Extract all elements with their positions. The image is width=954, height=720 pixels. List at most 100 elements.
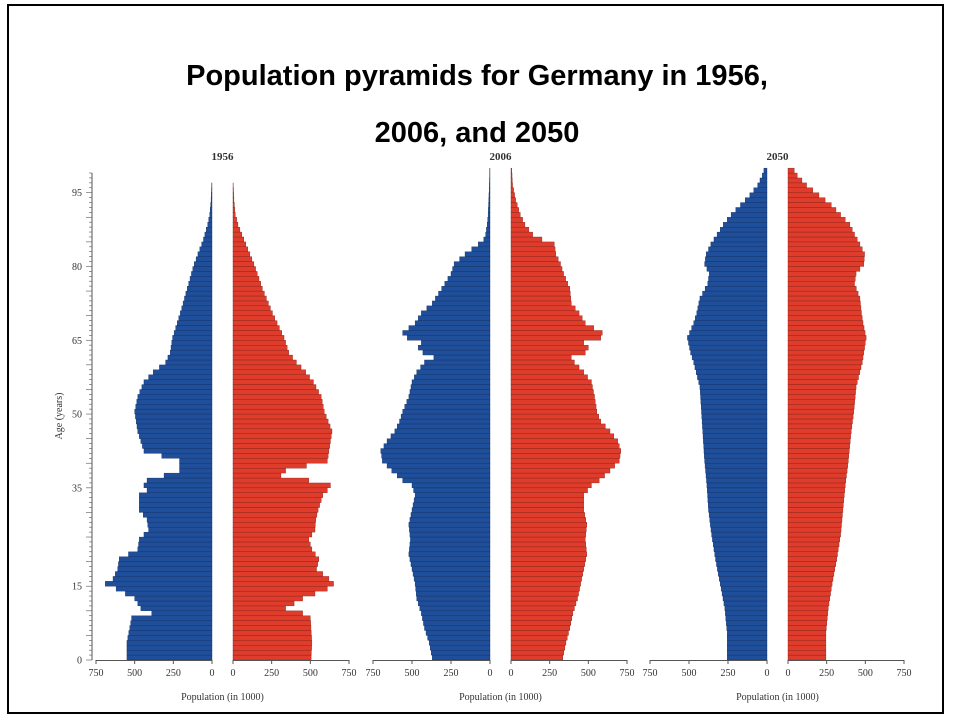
female-bar <box>232 512 318 518</box>
male-bar <box>705 472 768 479</box>
female-bar <box>787 384 857 390</box>
male-bar <box>726 625 768 631</box>
female-bar <box>232 630 312 636</box>
female-bar <box>232 448 330 454</box>
female-bar <box>787 453 849 459</box>
female-bar <box>232 374 310 380</box>
female-bar <box>510 226 529 233</box>
male-bar <box>749 192 768 198</box>
female-bar <box>232 556 320 562</box>
female-bar <box>232 605 286 611</box>
female-bar <box>510 384 593 390</box>
male-bar <box>488 187 491 193</box>
female-bar <box>787 192 820 198</box>
female-bar <box>510 286 570 292</box>
female-bar <box>787 586 832 592</box>
female-bar <box>787 290 859 297</box>
male-bar <box>422 349 491 356</box>
male-bar <box>703 448 768 454</box>
male-bar <box>177 320 213 326</box>
female-bar <box>510 468 611 474</box>
female-bar <box>510 320 586 326</box>
female-bar <box>510 389 594 395</box>
female-bar <box>510 586 580 592</box>
male-bar <box>464 251 491 257</box>
female-bar <box>510 531 586 538</box>
female-bar <box>232 231 243 238</box>
male-bar <box>471 246 491 252</box>
male-bar <box>714 551 768 557</box>
male-bar <box>693 359 768 366</box>
pyramid-panel-2050: 2050 750 500 250 0 0 250 500 750 Population (in 1… <box>643 151 912 703</box>
male-bar <box>705 256 768 262</box>
female-bar <box>232 202 235 208</box>
female-bar <box>787 413 854 420</box>
male-bar <box>701 413 768 420</box>
female-bar <box>787 261 864 267</box>
male-bar <box>689 345 768 351</box>
female-bar <box>787 394 856 400</box>
female-bar <box>510 305 576 311</box>
female-bar <box>510 591 579 597</box>
female-bar <box>787 271 857 277</box>
male-bar <box>723 222 768 228</box>
female-bar <box>510 615 573 621</box>
male-bar <box>143 379 213 385</box>
female-bar <box>510 576 582 582</box>
male-bar <box>119 556 213 562</box>
male-bar <box>409 541 491 548</box>
male-bar <box>146 487 213 493</box>
male-bar <box>208 217 213 223</box>
female-bar <box>510 261 561 267</box>
male-bar <box>722 595 768 602</box>
y-axis-label: Age (years) <box>54 393 65 440</box>
female-bar <box>510 222 526 228</box>
female-bar <box>787 428 852 434</box>
male-bar <box>697 305 768 311</box>
female-bar <box>510 364 580 370</box>
female-bar <box>510 630 569 636</box>
female-bar <box>232 290 265 297</box>
male-bar <box>153 369 213 375</box>
female-bar <box>787 438 851 444</box>
female-bar <box>787 231 855 238</box>
male-bar <box>118 561 213 567</box>
male-bar <box>125 591 213 597</box>
male-bar <box>414 581 491 587</box>
male-bar <box>702 428 768 434</box>
female-bar <box>510 241 555 247</box>
female-bar <box>232 522 316 528</box>
male-bar <box>727 645 768 651</box>
male-bar <box>407 335 491 341</box>
male-bar <box>139 502 213 508</box>
female-bar <box>787 197 826 203</box>
female-bar <box>787 217 846 223</box>
male-bar <box>744 197 768 203</box>
male-bar <box>709 271 768 277</box>
female-bar <box>510 197 516 203</box>
male-bar <box>411 482 491 489</box>
male-bar <box>725 615 768 621</box>
male-bar <box>719 576 768 582</box>
female-bar <box>510 477 600 484</box>
slide-title: Population pyramids for Germany in 1956,… <box>0 48 954 162</box>
female-bar <box>787 443 850 449</box>
panel-year-label: 2006 <box>490 151 513 163</box>
y-tick-label: 95 <box>72 188 82 199</box>
female-bar <box>510 512 585 518</box>
male-bar <box>420 364 491 370</box>
female-bar <box>232 566 317 572</box>
male-bar <box>409 531 491 538</box>
male-bar <box>698 379 768 385</box>
male-bar <box>730 212 768 218</box>
male-bar <box>689 330 768 336</box>
x-axis-label: Population (in 1000) <box>736 692 819 703</box>
male-bar <box>710 527 768 533</box>
female-bar <box>510 217 523 223</box>
female-bar <box>787 571 835 577</box>
male-bar <box>707 487 768 493</box>
female-bar <box>510 620 571 626</box>
male-bar <box>699 384 768 390</box>
female-bar <box>232 615 311 621</box>
